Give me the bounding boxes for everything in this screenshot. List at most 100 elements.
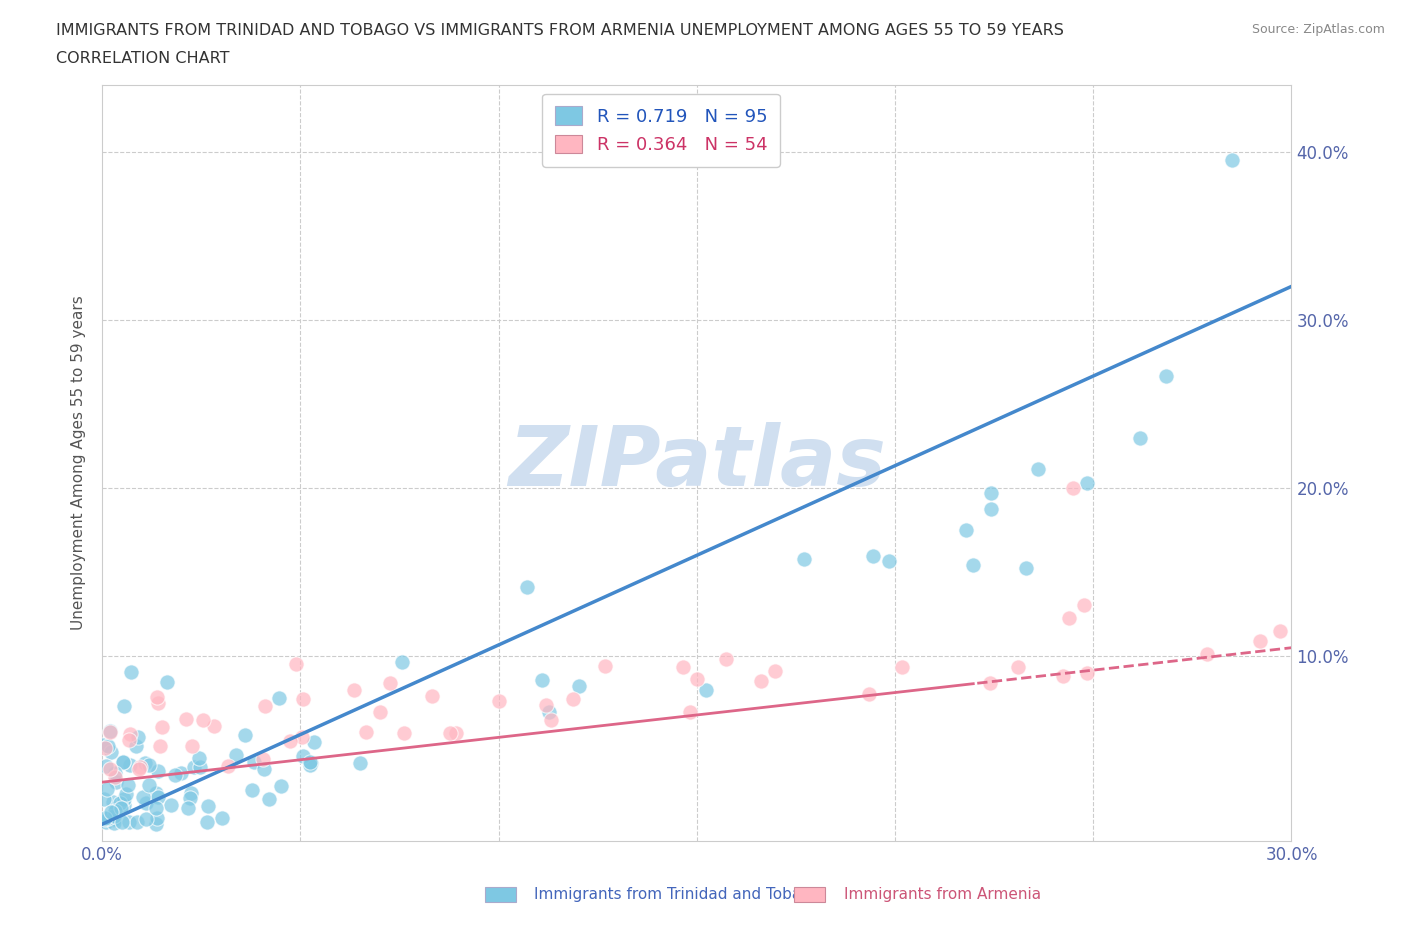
Point	[93, 791, 115, 806]
Point	[1220, 153, 1243, 167]
Point	[146, 790, 169, 804]
Point	[349, 755, 371, 770]
Point	[103, 794, 125, 809]
Point	[108, 795, 131, 810]
Point	[127, 729, 149, 744]
Text: Immigrants from Armenia: Immigrants from Armenia	[844, 887, 1040, 902]
Point	[105, 774, 128, 789]
Point	[979, 676, 1001, 691]
Point	[695, 683, 717, 698]
Point	[134, 755, 156, 770]
Point	[112, 699, 135, 714]
Point	[128, 762, 150, 777]
Point	[540, 712, 562, 727]
Point	[980, 501, 1002, 516]
Point	[187, 751, 209, 765]
Point	[292, 691, 315, 706]
Point	[291, 730, 314, 745]
Point	[225, 748, 247, 763]
Point	[862, 549, 884, 564]
Point	[103, 809, 125, 824]
Point	[138, 777, 160, 792]
Point	[195, 815, 218, 830]
Point	[714, 651, 737, 666]
Point	[1062, 481, 1084, 496]
Point	[111, 815, 134, 830]
Point	[120, 758, 142, 773]
Point	[534, 698, 557, 712]
Point	[439, 725, 461, 740]
Point	[117, 777, 139, 792]
Point	[368, 705, 391, 720]
Point	[267, 690, 290, 705]
Point	[685, 671, 707, 686]
Point	[112, 798, 135, 813]
Point	[183, 760, 205, 775]
Point	[135, 812, 157, 827]
Point	[394, 725, 416, 740]
Point	[98, 724, 121, 739]
Point	[146, 695, 169, 710]
Point	[858, 686, 880, 701]
Point	[112, 791, 135, 806]
Point	[110, 801, 132, 816]
Point	[298, 758, 321, 773]
Point	[257, 791, 280, 806]
Point	[118, 815, 141, 830]
Point	[145, 786, 167, 801]
Point	[118, 726, 141, 741]
Point	[93, 740, 115, 755]
Point	[1026, 461, 1049, 476]
Point	[128, 760, 150, 775]
Point	[278, 734, 301, 749]
Point	[121, 664, 143, 679]
Point	[302, 735, 325, 750]
Point	[751, 673, 773, 688]
Point	[100, 745, 122, 760]
Point	[165, 768, 187, 783]
Point	[97, 810, 120, 825]
Point	[97, 738, 120, 753]
Point	[104, 770, 127, 785]
Point	[94, 812, 117, 827]
Point	[1154, 369, 1177, 384]
Point	[202, 719, 225, 734]
Point	[444, 725, 467, 740]
Point	[96, 781, 118, 796]
Point	[180, 786, 202, 801]
Point	[117, 732, 139, 747]
Point	[98, 724, 121, 738]
Point	[955, 523, 977, 538]
Point	[138, 757, 160, 772]
Point	[159, 798, 181, 813]
Point	[190, 760, 212, 775]
Point	[111, 755, 134, 770]
Y-axis label: Unemployment Among Ages 55 to 59 years: Unemployment Among Ages 55 to 59 years	[72, 296, 86, 631]
Point	[1195, 646, 1218, 661]
Point	[391, 655, 413, 670]
Text: CORRELATION CHART: CORRELATION CHART	[56, 51, 229, 66]
Point	[1128, 430, 1150, 445]
Point	[593, 658, 616, 673]
Point	[253, 699, 276, 714]
Point	[132, 790, 155, 804]
Point	[890, 659, 912, 674]
Point	[96, 758, 118, 773]
Point	[1270, 623, 1292, 638]
Point	[672, 659, 695, 674]
Point	[877, 554, 900, 569]
Point	[253, 762, 276, 777]
Point	[191, 713, 214, 728]
Text: Source: ZipAtlas.com: Source: ZipAtlas.com	[1251, 23, 1385, 36]
Point	[100, 804, 122, 819]
Point	[98, 762, 121, 777]
Point	[299, 756, 322, 771]
Point	[291, 749, 314, 764]
Point	[211, 810, 233, 825]
Point	[104, 766, 127, 781]
Point	[284, 657, 307, 671]
Point	[114, 786, 136, 801]
Point	[181, 738, 204, 753]
Point	[488, 694, 510, 709]
Point	[169, 765, 191, 780]
